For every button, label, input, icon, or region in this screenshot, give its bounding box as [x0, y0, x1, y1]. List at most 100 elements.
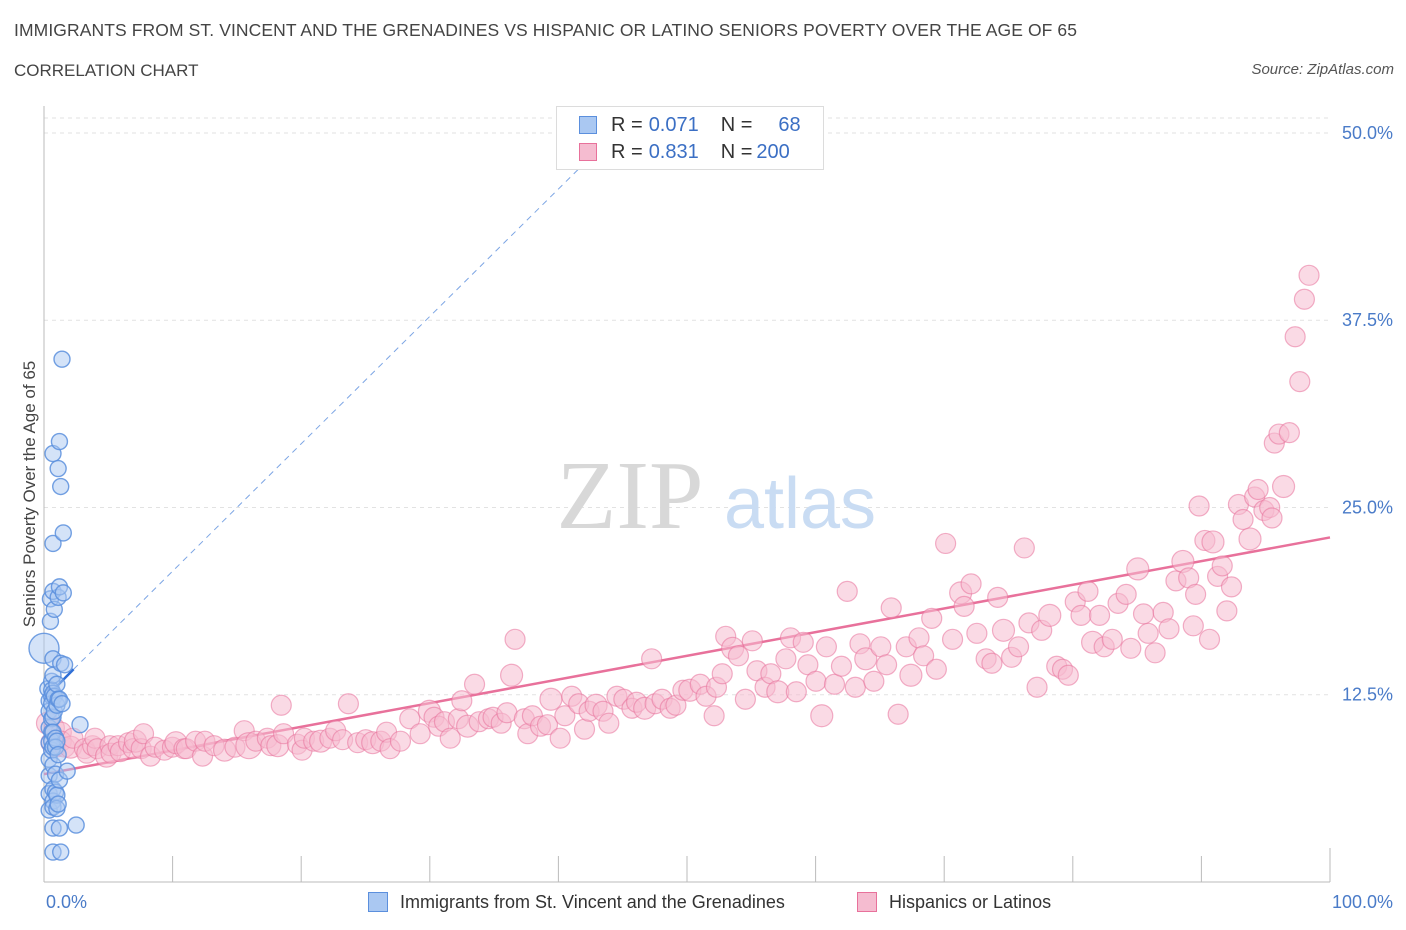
data-point-hispanics — [913, 645, 935, 667]
data-point-hispanics — [1120, 637, 1142, 659]
data-point-hispanics — [870, 636, 892, 658]
data-point-hispanics — [1144, 642, 1166, 664]
chart-subtitle: CORRELATION CHART — [14, 61, 199, 80]
data-point-hispanics — [775, 648, 797, 670]
data-point-hispanics — [598, 712, 620, 734]
data-point-hispanics — [1211, 555, 1233, 577]
legend-pink-n-value: 200 — [756, 140, 790, 163]
x-tick-label: 0.0% — [46, 892, 87, 912]
data-point-hispanics — [1007, 636, 1030, 658]
data-point-hispanics — [463, 673, 486, 695]
data-point-immigrants — [58, 762, 76, 780]
watermark-zip: ZIP — [557, 442, 704, 550]
data-point-hispanics — [439, 727, 461, 749]
data-point-hispanics — [1185, 583, 1207, 605]
data-point-hispanics — [899, 663, 923, 687]
data-point-hispanics — [836, 580, 858, 602]
data-point-immigrants — [49, 795, 67, 813]
legend-row-pink: R = 0.831 N = 200 — [579, 140, 790, 164]
data-point-hispanics — [953, 595, 975, 617]
data-point-hispanics — [389, 730, 412, 752]
data-point-hispanics — [1289, 371, 1311, 393]
chart-title: IMMIGRANTS FROM ST. VINCENT AND THE GREN… — [14, 20, 1078, 40]
data-point-immigrants — [50, 432, 69, 451]
data-point-hispanics — [399, 708, 421, 730]
tick-labels: 12.5% 25.0% 37.5% 50.0% 0.0% 100.0% — [46, 123, 1393, 912]
data-point-hispanics — [1137, 622, 1159, 644]
data-point-hispanics — [1132, 603, 1155, 625]
data-point-hispanics — [641, 648, 663, 670]
data-point-immigrants — [55, 656, 74, 674]
series-hispanics-points — [35, 264, 1320, 768]
data-point-immigrants — [49, 459, 67, 478]
data-point-hispanics — [1188, 495, 1210, 517]
data-point-hispanics — [554, 705, 576, 727]
data-point-hispanics — [734, 688, 756, 710]
data-point-hispanics — [703, 705, 725, 727]
data-point-hispanics — [1057, 664, 1079, 686]
data-point-hispanics — [1126, 557, 1150, 581]
data-point-hispanics — [409, 723, 431, 745]
data-point-hispanics — [1201, 530, 1225, 554]
legend-pink-n-label: N = — [720, 140, 753, 163]
bottom-legend-immigrants: Immigrants from St. Vincent and the Gren… — [368, 890, 785, 914]
data-point-hispanics — [966, 622, 988, 644]
data-point-hispanics — [1038, 603, 1062, 627]
data-point-immigrants — [54, 584, 72, 602]
data-point-hispanics — [991, 618, 1016, 642]
legend-blue-n-label: N = — [720, 113, 753, 136]
data-point-hispanics — [536, 714, 559, 736]
legend-row-blue: R = 0.071 N = 68 — [579, 113, 801, 137]
data-point-hispanics — [1013, 537, 1035, 559]
data-point-hispanics — [830, 655, 853, 677]
data-point-hispanics — [805, 670, 827, 692]
data-point-hispanics — [815, 636, 838, 658]
data-point-hispanics — [573, 718, 596, 740]
trend-line-immigrants-extension — [73, 132, 616, 670]
data-point-hispanics — [875, 654, 898, 676]
y-tick-label: 25.0% — [1342, 497, 1393, 517]
data-point-hispanics — [1271, 474, 1296, 499]
data-point-immigrants — [52, 843, 70, 861]
data-point-hispanics — [499, 663, 524, 687]
legend: R = 0.071 N = 68 R = 0.831 N = 200 — [556, 106, 824, 170]
data-point-hispanics — [1198, 628, 1221, 650]
data-point-hispanics — [908, 627, 930, 649]
source-label: Source: ZipAtlas.com — [1251, 61, 1394, 78]
data-point-hispanics — [1293, 288, 1316, 310]
bottom-legend-label-blue: Immigrants from St. Vincent and the Gren… — [400, 891, 785, 912]
legend-blue-r-value: 0.071 — [648, 113, 699, 136]
data-point-hispanics — [1247, 478, 1269, 501]
data-point-hispanics — [1216, 600, 1238, 622]
data-point-hispanics — [132, 723, 155, 745]
data-point-hispanics — [925, 658, 947, 680]
data-point-hispanics — [1220, 576, 1243, 598]
data-point-hispanics — [1298, 264, 1320, 286]
data-point-hispanics — [941, 628, 964, 650]
data-point-hispanics — [270, 694, 292, 716]
data-point-hispanics — [854, 647, 878, 671]
data-point-hispanics — [1158, 618, 1180, 640]
bottom-legend-swatch-blue — [368, 892, 388, 912]
data-point-hispanics — [785, 681, 807, 703]
legend-blue-n-value: 68 — [778, 113, 801, 136]
data-point-hispanics — [810, 704, 834, 728]
data-point-hispanics — [880, 597, 902, 619]
bottom-legend-swatch-pink — [857, 892, 877, 912]
data-point-immigrants — [50, 819, 69, 837]
data-point-hispanics — [1101, 628, 1123, 650]
x-tick-label: 100.0% — [1332, 892, 1393, 912]
data-point-immigrants — [44, 534, 62, 553]
data-point-hispanics — [766, 680, 790, 704]
data-point-hispanics — [727, 645, 750, 667]
data-point-hispanics — [1088, 604, 1111, 626]
data-point-hispanics — [1182, 615, 1204, 637]
data-point-hispanics — [863, 670, 885, 692]
data-point-hispanics — [1278, 421, 1300, 444]
data-point-hispanics — [539, 687, 563, 711]
data-point-hispanics — [504, 628, 526, 650]
data-point-hispanics — [792, 631, 814, 653]
data-point-hispanics — [921, 607, 943, 629]
data-point-hispanics — [1026, 676, 1048, 698]
data-point-immigrants — [52, 477, 70, 496]
